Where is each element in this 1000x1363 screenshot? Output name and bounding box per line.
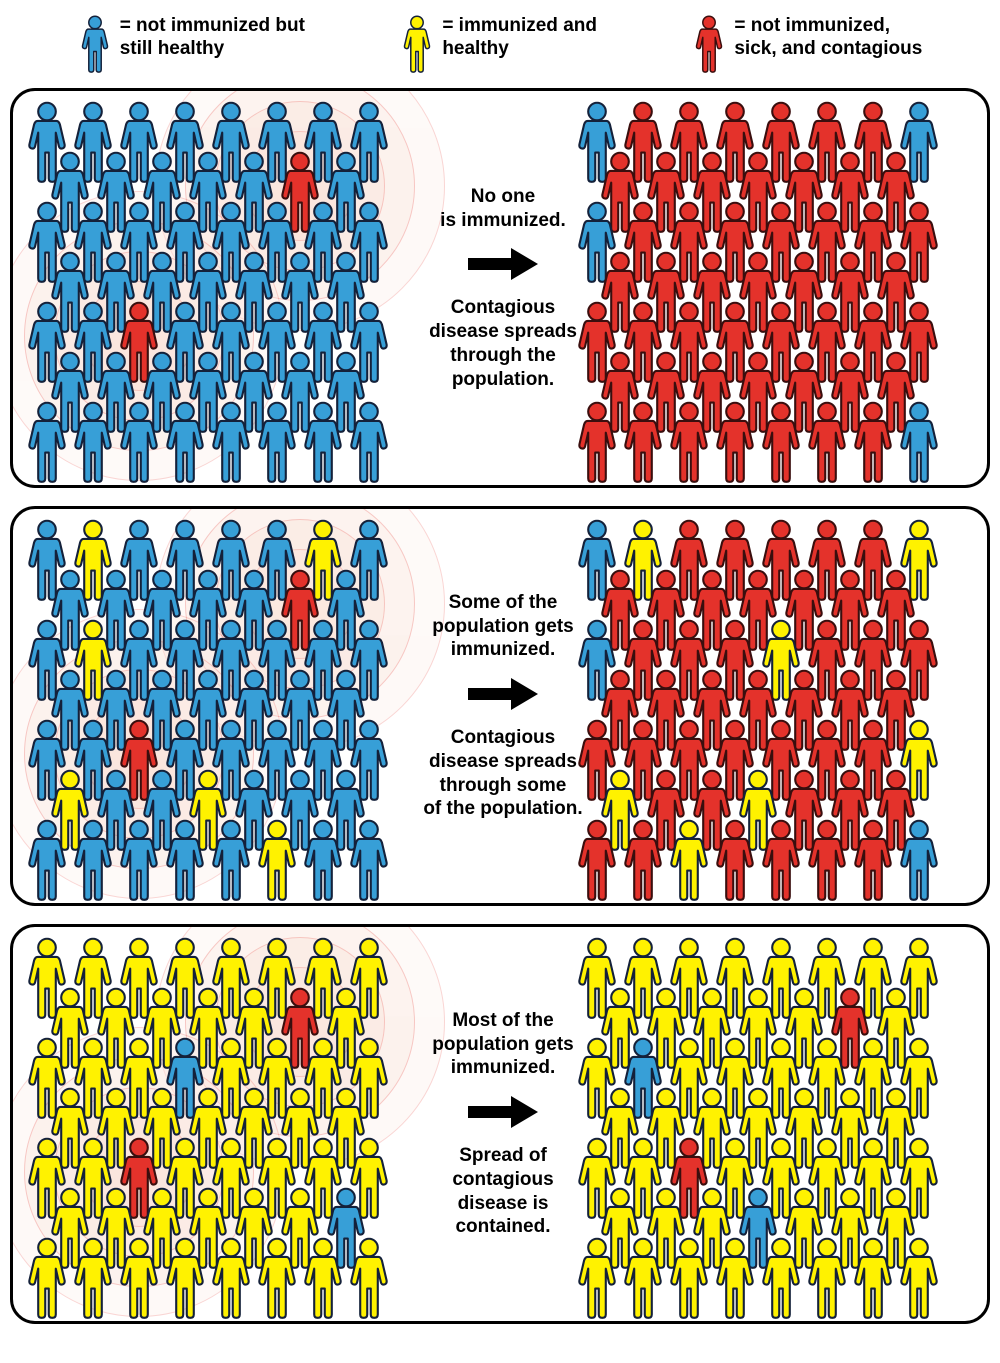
crowd-before: [13, 509, 393, 903]
person-icon: [253, 1237, 301, 1319]
person-icon: [115, 819, 163, 901]
person-icon: [711, 819, 759, 901]
panel-no-immunization: No one is immunized. Contagious disease …: [10, 88, 990, 488]
center-caption: No one is immunized. Contagious disease …: [383, 91, 623, 485]
panel-most-immunization: Most of the population gets immunized. S…: [10, 924, 990, 1324]
person-icon: [23, 819, 71, 901]
person-icon: [299, 401, 347, 483]
person-icon: [711, 401, 759, 483]
crowd-before: [13, 91, 393, 485]
legend: = not immunized but still healthy = immun…: [10, 10, 990, 88]
person-icon: [207, 1237, 255, 1319]
person-icon: [619, 1237, 667, 1319]
person-icon: [253, 401, 301, 483]
legend-item: = not immunized, sick, and contagious: [692, 15, 922, 73]
person-icon: [161, 819, 209, 901]
caption-top: Most of the population gets immunized.: [432, 1009, 573, 1080]
person-icon: [757, 1237, 805, 1319]
crowd-after: [567, 509, 987, 903]
person-icon: [78, 15, 112, 73]
caption-bottom: Spread of contagious disease is containe…: [452, 1144, 553, 1239]
person-icon: [115, 401, 163, 483]
person-icon: [23, 401, 71, 483]
person-icon: [161, 1237, 209, 1319]
person-icon: [23, 1237, 71, 1319]
person-icon: [757, 819, 805, 901]
person-icon: [757, 401, 805, 483]
person-icon: [665, 1237, 713, 1319]
crowd-after: [567, 91, 987, 485]
crowd-before: [13, 927, 393, 1321]
center-caption: Some of the population gets immunized. C…: [383, 509, 623, 903]
person-icon: [619, 819, 667, 901]
person-icon: [803, 401, 851, 483]
person-icon: [803, 819, 851, 901]
person-icon: [711, 1237, 759, 1319]
arrow-icon: [466, 674, 541, 714]
caption-bottom: Contagious disease spreads through the p…: [429, 296, 577, 391]
person-icon: [299, 819, 347, 901]
panel-some-immunization: Some of the population gets immunized. C…: [10, 506, 990, 906]
person-icon: [69, 819, 117, 901]
person-icon: [207, 819, 255, 901]
center-caption: Most of the population gets immunized. S…: [383, 927, 623, 1321]
person-icon: [849, 819, 897, 901]
person-icon: [665, 819, 713, 901]
person-icon: [207, 401, 255, 483]
legend-item: = not immunized but still healthy: [78, 15, 305, 73]
legend-label: = not immunized, sick, and contagious: [734, 15, 922, 61]
arrow-icon: [466, 1092, 541, 1132]
person-icon: [692, 15, 726, 73]
person-icon: [400, 15, 434, 73]
person-icon: [803, 1237, 851, 1319]
person-icon: [895, 819, 943, 901]
person-icon: [619, 401, 667, 483]
crowd-after: [567, 927, 987, 1321]
person-icon: [161, 401, 209, 483]
caption-top: Some of the population gets immunized.: [432, 591, 573, 662]
person-icon: [849, 1237, 897, 1319]
legend-label: = immunized and healthy: [442, 15, 597, 61]
legend-item: = immunized and healthy: [400, 15, 597, 73]
person-icon: [69, 1237, 117, 1319]
person-icon: [895, 401, 943, 483]
person-icon: [665, 401, 713, 483]
person-icon: [299, 1237, 347, 1319]
person-icon: [253, 819, 301, 901]
person-icon: [895, 1237, 943, 1319]
legend-label: = not immunized but still healthy: [120, 15, 305, 61]
caption-bottom: Contagious disease spreads through some …: [423, 726, 582, 821]
arrow-icon: [466, 244, 541, 284]
person-icon: [115, 1237, 163, 1319]
caption-top: No one is immunized.: [440, 185, 566, 233]
person-icon: [69, 401, 117, 483]
person-icon: [849, 401, 897, 483]
